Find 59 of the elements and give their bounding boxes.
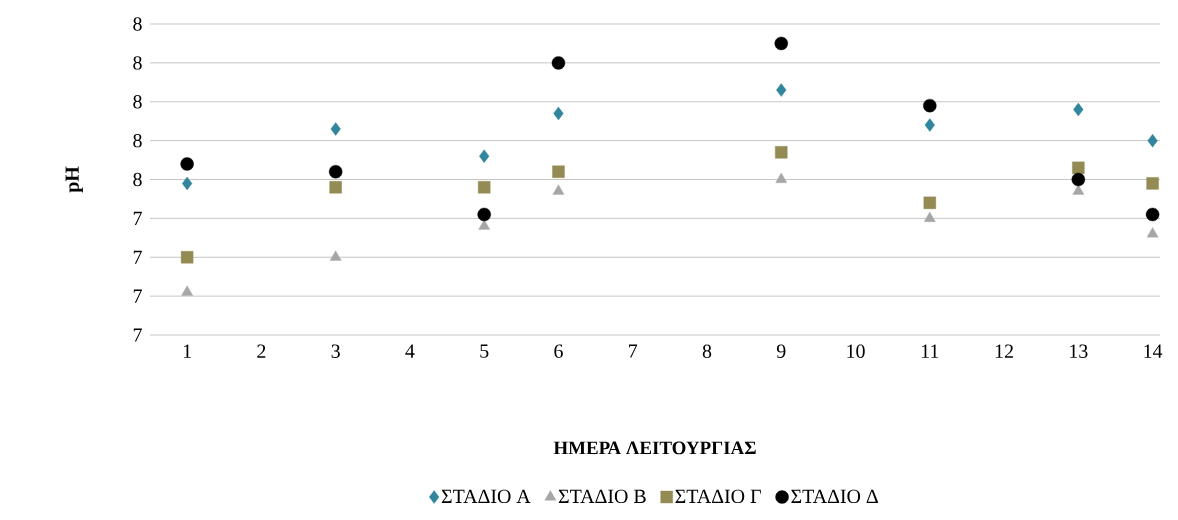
point	[1147, 133, 1158, 148]
point	[328, 165, 343, 179]
legend-label: ΣΤΑΔΙΟ Δ	[791, 489, 878, 504]
legend-label: ΣΤΑΔΙΟ Γ	[675, 489, 761, 504]
point	[775, 172, 788, 183]
point	[775, 146, 788, 159]
y-tick-label: 8	[133, 95, 142, 109]
x-tick-label: 10	[847, 344, 865, 358]
y-tick-label: 7	[133, 289, 142, 303]
point	[553, 106, 564, 121]
point	[181, 285, 193, 296]
x-tick-label: 8	[702, 344, 712, 358]
point	[478, 181, 491, 194]
point	[1146, 177, 1159, 190]
y-tick-label: 8	[133, 56, 142, 70]
point	[477, 207, 491, 222]
point	[1073, 102, 1084, 117]
y-tick-label: 8	[133, 172, 142, 187]
point	[329, 181, 342, 194]
point	[1146, 227, 1159, 238]
x-tick-label: 7	[629, 344, 638, 358]
point	[923, 196, 936, 210]
y-axis-title: pH	[65, 166, 83, 193]
point	[924, 118, 935, 132]
point	[180, 251, 194, 264]
legend-label: ΣΤΑΔΙΟ Β	[558, 489, 646, 504]
y-tick-label: 7	[133, 328, 142, 342]
x-tick-label: 3	[331, 344, 340, 358]
x-tick-label: 11	[921, 344, 939, 358]
point	[329, 250, 342, 261]
point	[330, 122, 341, 136]
point	[479, 149, 490, 163]
y-tick-label: 7	[133, 211, 142, 225]
point	[776, 83, 787, 97]
point	[774, 36, 788, 51]
point	[1072, 161, 1085, 175]
point	[552, 165, 565, 178]
x-tick-label: 6	[554, 344, 563, 358]
x-axis-title: ΗΜΕΡΑ ΛΕΙΤΟΥΡΓΙΑΣ	[553, 441, 756, 455]
x-tick-label: 2	[257, 344, 266, 358]
legend-label: ΣΤΑΔΙΟ Α	[441, 489, 531, 504]
x-tick-label: 14	[1144, 344, 1163, 358]
point	[923, 211, 936, 222]
y-tick-label: 8	[133, 17, 142, 31]
x-tick-label: 4	[405, 344, 415, 358]
y-tick-label: 7	[133, 250, 142, 264]
x-tick-label: 13	[1070, 344, 1088, 358]
x-tick-label: 1	[183, 344, 191, 358]
x-tick-label: 9	[776, 344, 786, 358]
point	[552, 184, 565, 195]
y-tick-label: 8	[133, 133, 142, 148]
point	[182, 176, 193, 191]
point	[551, 56, 566, 70]
point	[1145, 207, 1160, 222]
point	[180, 157, 194, 171]
point	[923, 98, 937, 113]
point	[1071, 172, 1086, 187]
x-tick-label: 12	[995, 344, 1013, 358]
x-tick-label: 5	[480, 344, 489, 358]
